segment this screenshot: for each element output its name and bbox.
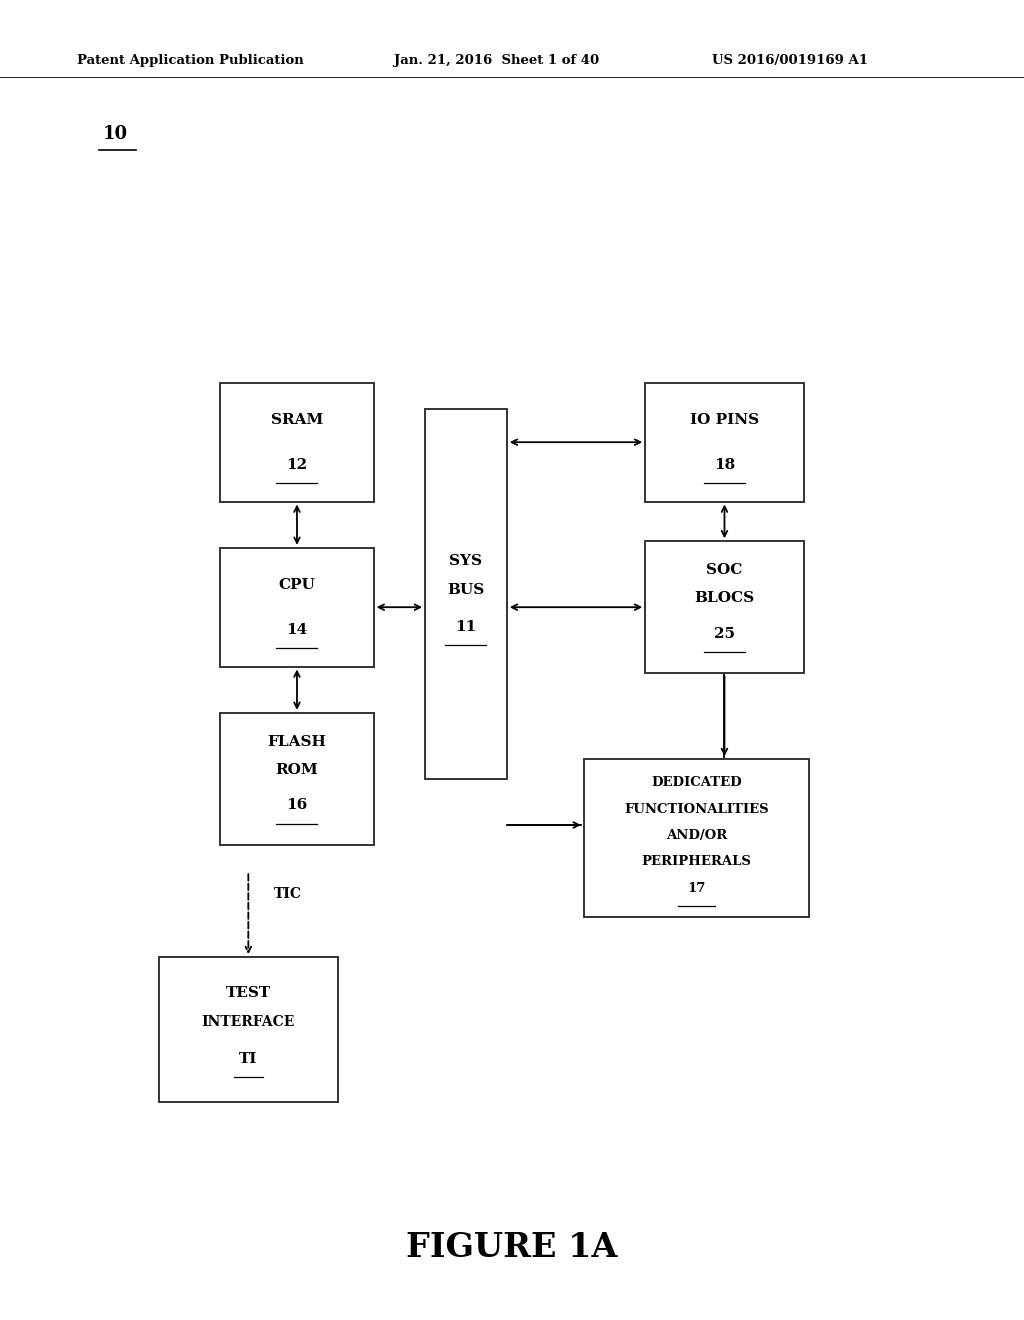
Bar bbox=[645, 383, 804, 502]
Text: INTERFACE: INTERFACE bbox=[202, 1015, 295, 1028]
Text: US 2016/0019169 A1: US 2016/0019169 A1 bbox=[712, 54, 867, 67]
Text: TIC: TIC bbox=[274, 887, 302, 900]
Text: 17: 17 bbox=[687, 882, 706, 895]
Text: TEST: TEST bbox=[225, 986, 271, 999]
Text: TI: TI bbox=[240, 1052, 257, 1065]
Text: 12: 12 bbox=[287, 458, 307, 471]
Text: BUS: BUS bbox=[447, 583, 484, 597]
Bar bbox=[220, 383, 374, 502]
Bar bbox=[159, 957, 338, 1102]
Text: ROM: ROM bbox=[275, 763, 318, 776]
Text: Jan. 21, 2016  Sheet 1 of 40: Jan. 21, 2016 Sheet 1 of 40 bbox=[394, 54, 599, 67]
Text: PERIPHERALS: PERIPHERALS bbox=[641, 855, 752, 869]
Text: 18: 18 bbox=[714, 458, 735, 471]
Text: FIGURE 1A: FIGURE 1A bbox=[407, 1230, 617, 1265]
Bar bbox=[645, 541, 804, 673]
Bar bbox=[425, 409, 507, 779]
Text: 14: 14 bbox=[287, 623, 307, 636]
Text: 10: 10 bbox=[102, 125, 128, 144]
Text: FUNCTIONALITIES: FUNCTIONALITIES bbox=[624, 803, 769, 816]
Bar bbox=[220, 713, 374, 845]
Bar bbox=[220, 548, 374, 667]
Text: FLASH: FLASH bbox=[267, 735, 327, 748]
Text: 25: 25 bbox=[714, 627, 735, 640]
Text: CPU: CPU bbox=[279, 578, 315, 591]
Bar bbox=[584, 759, 809, 917]
Text: IO PINS: IO PINS bbox=[690, 413, 759, 426]
Text: Patent Application Publication: Patent Application Publication bbox=[77, 54, 303, 67]
Text: 16: 16 bbox=[287, 799, 307, 812]
Text: AND/OR: AND/OR bbox=[666, 829, 727, 842]
Text: DEDICATED: DEDICATED bbox=[651, 776, 741, 789]
Text: 11: 11 bbox=[456, 620, 476, 634]
Text: SRAM: SRAM bbox=[270, 413, 324, 426]
Text: SYS: SYS bbox=[450, 554, 482, 568]
Text: SOC: SOC bbox=[707, 564, 742, 577]
Text: BLOCS: BLOCS bbox=[694, 591, 755, 605]
